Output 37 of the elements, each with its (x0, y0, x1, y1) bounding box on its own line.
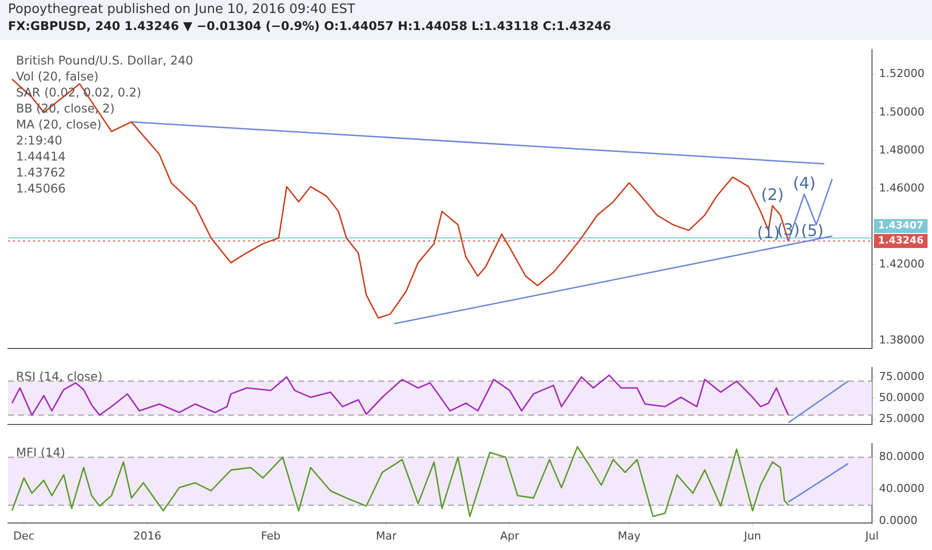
annotation: British Pound/U.S. Dollar, 240 (16, 54, 194, 68)
x-tick-label: 2016 (133, 529, 162, 542)
annotation: Vol (20, false) (16, 70, 99, 84)
y-tick-label: 1.46000 (879, 181, 924, 194)
x-tick-label: May (618, 529, 641, 542)
x-tick-label: Apr (500, 529, 520, 542)
y-tick-label: 1.42000 (879, 258, 924, 271)
annotation: 2:19:40 (16, 134, 62, 148)
y-tick-label: 25.0000 (879, 412, 924, 426)
y-tick-label: 40.0000 (879, 482, 924, 496)
y-tick-label: 50.0000 (879, 390, 924, 404)
annotation: (2) (761, 184, 784, 204)
chart-title: RSI (14, close) (16, 370, 102, 384)
chart-subtitle: FX:GBPUSD, 240 1.43246 ▼ −0.01304 (−0.9%) O:1.44057 H:1.44058 L:1.43118 C:1.43246 (8, 19, 612, 33)
annotation: 1.43762 (16, 166, 66, 180)
x-tick-label: Dec (13, 529, 35, 542)
ref-line-label: 1.43246 (878, 236, 924, 247)
ref-line-label: 1.43407 (878, 220, 924, 232)
x-tick-label: Feb (261, 529, 281, 542)
x-tick-label: Mar (376, 529, 398, 542)
chart-title: Popoythegreat published on June 10, 2016 09:40 EST (8, 2, 356, 17)
x-tick-label: Jul (864, 529, 879, 542)
y-tick-label: 0.0000 (879, 514, 918, 528)
y-tick-label: 75.0000 (879, 370, 924, 383)
x-tick-label: Jun (742, 529, 762, 542)
y-tick-label: 1.38000 (879, 334, 924, 347)
annotation: 1.44414 (16, 150, 66, 164)
y-tick-label: 80.0000 (879, 450, 924, 464)
annotation: MA (20, close) (16, 118, 102, 132)
annotation: (1) (757, 222, 780, 242)
annotation: (5) (800, 220, 824, 240)
annotation: (4) (792, 173, 816, 192)
y-tick-label: 1.52000 (879, 67, 924, 80)
annotation: 1.45066 (16, 182, 66, 196)
y-tick-label: 1.50000 (879, 105, 924, 118)
y-tick-label: 1.48000 (879, 143, 924, 156)
chart-title: MFI (14) (16, 446, 66, 460)
